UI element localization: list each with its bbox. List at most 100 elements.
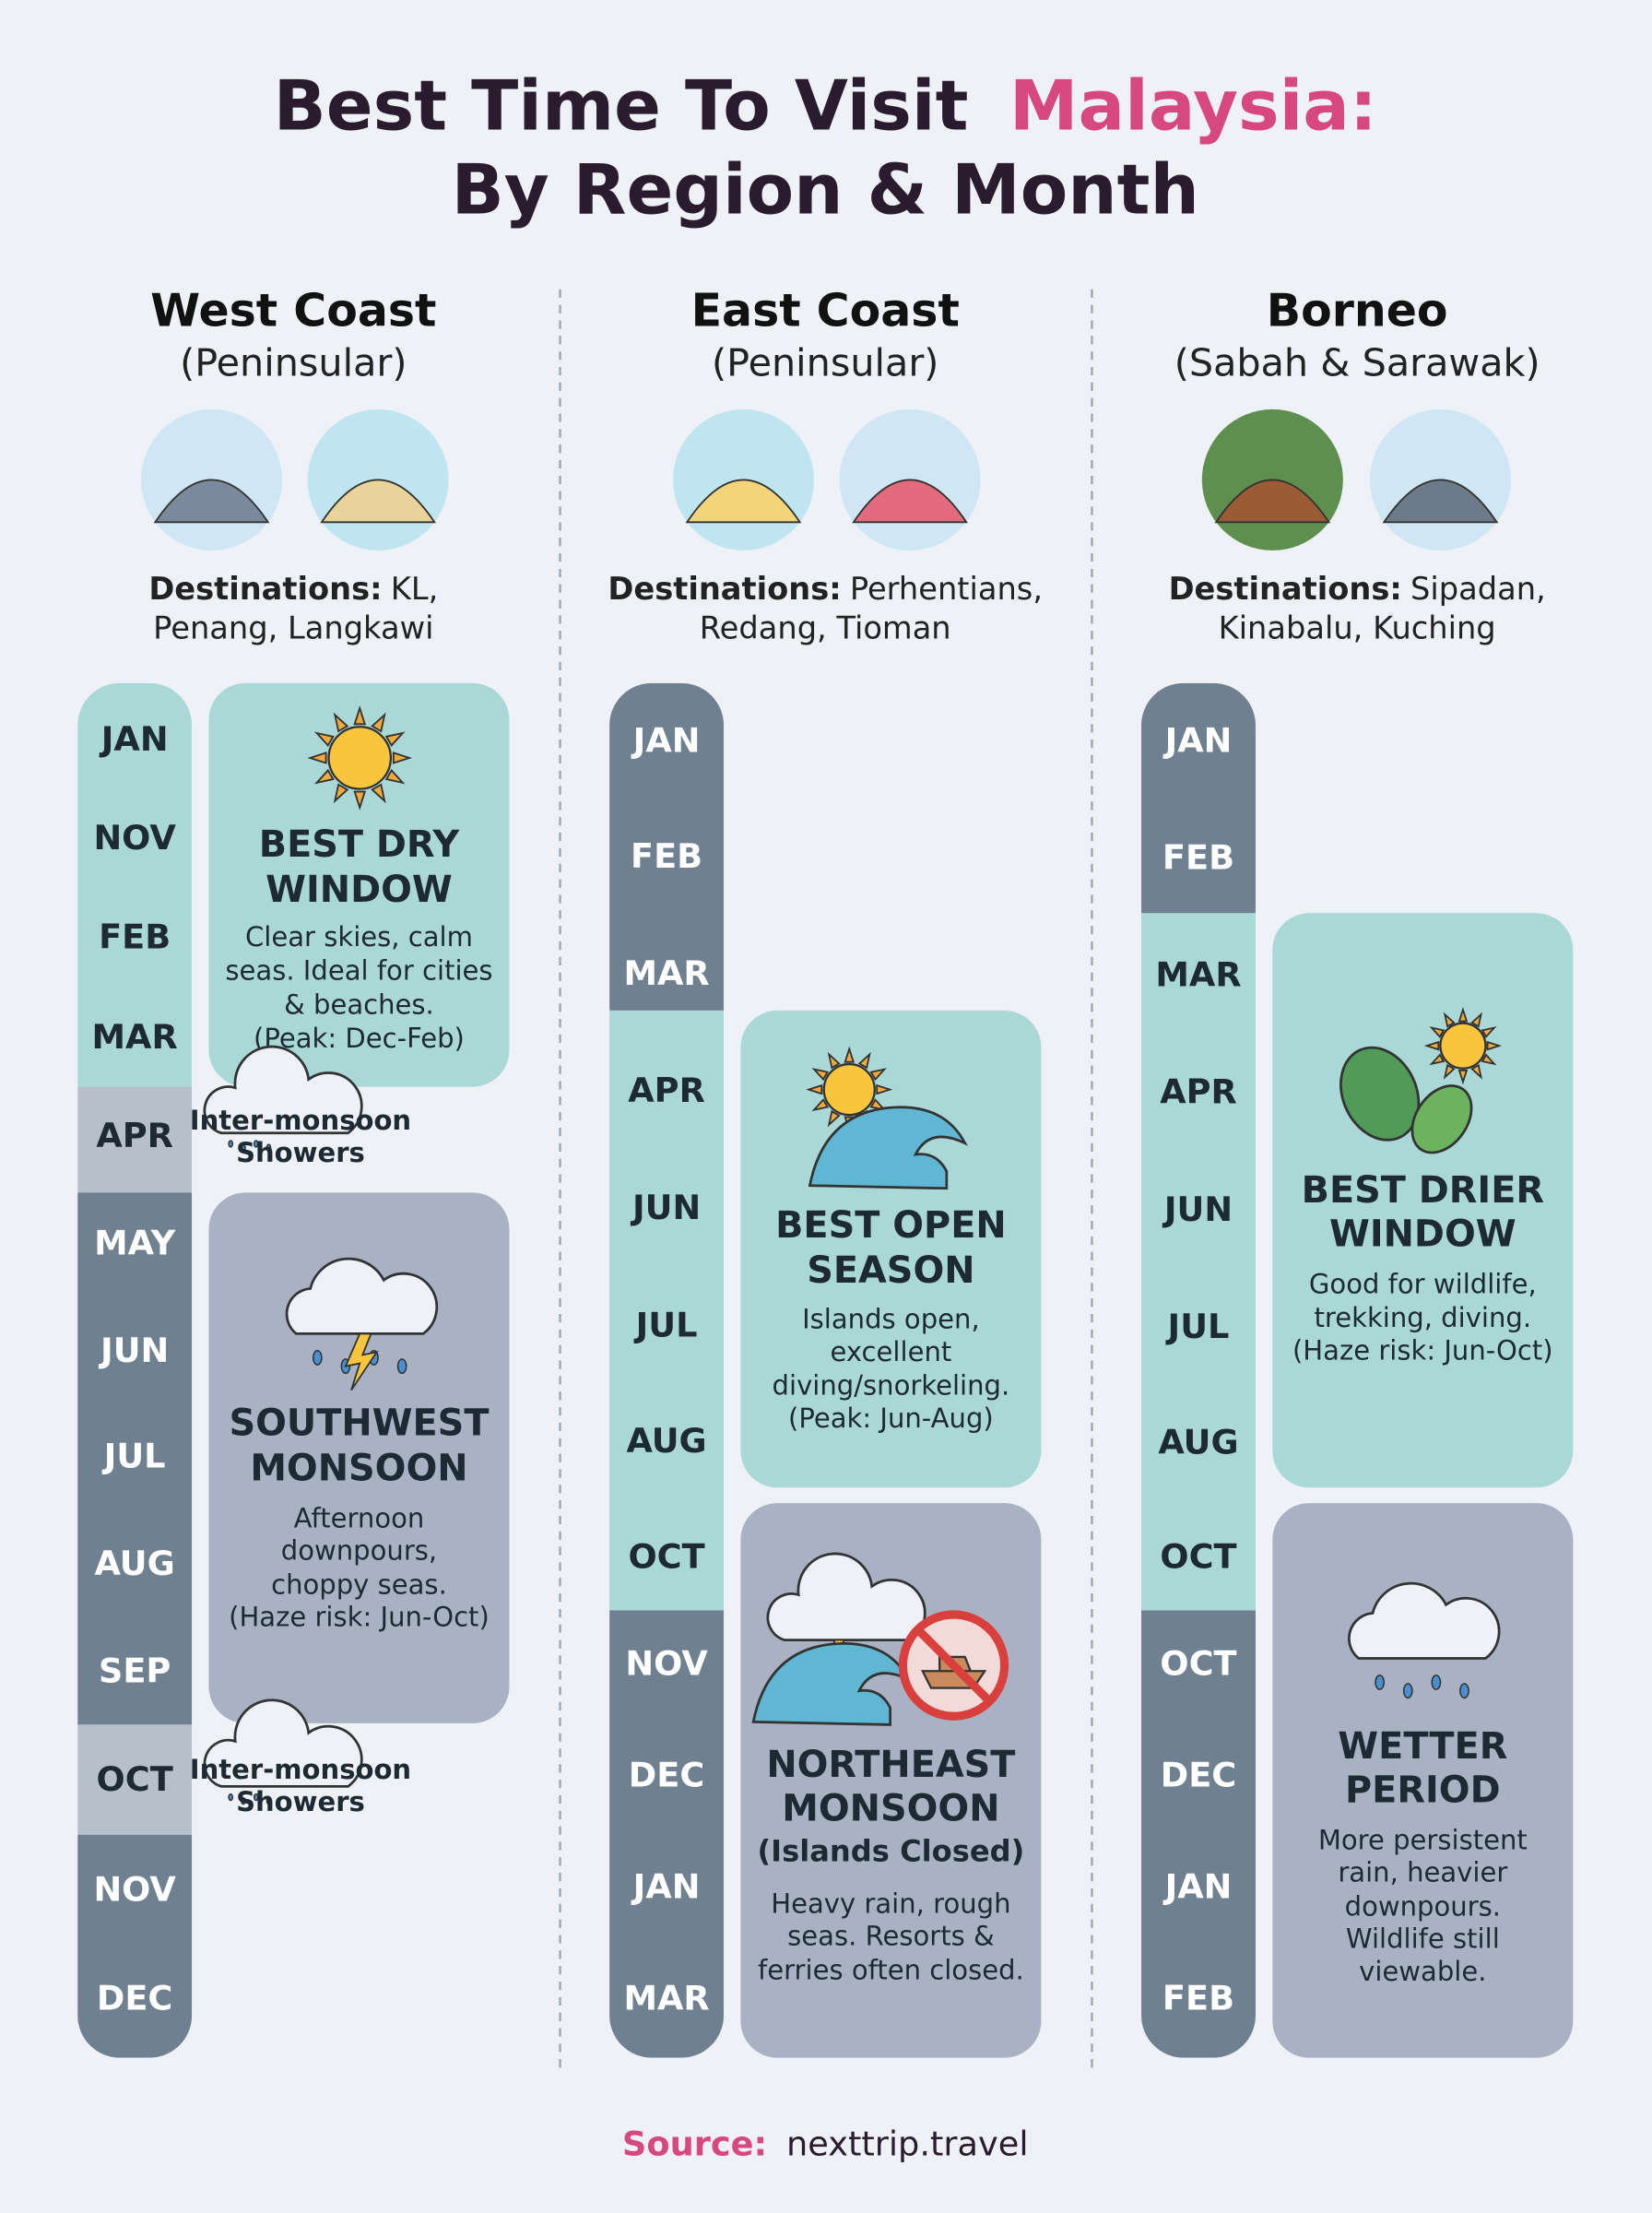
title-lead: Best Time To Visit (274, 65, 969, 146)
period-card (208, 682, 510, 1087)
region-name: West Coast (150, 284, 436, 337)
period-description: Heavy rain, rough (771, 1888, 1010, 1919)
period-description: diving/snorkeling. (773, 1370, 1010, 1402)
no-slash (914, 1627, 992, 1704)
cloud (1348, 1581, 1501, 1660)
month-segment (77, 1192, 193, 1725)
cloud-icon (203, 1045, 363, 1152)
title-line-2: By Region & Month (452, 149, 1199, 231)
month-label: JUN (630, 1188, 701, 1227)
sun-icon (307, 705, 413, 811)
month-label: JAN (99, 719, 169, 759)
raindrop (1459, 1683, 1469, 1699)
badge-scene (320, 479, 437, 524)
leaf-icon (1339, 1046, 1421, 1142)
cloud-icon (203, 1698, 363, 1805)
period-description: seas. Resorts & (787, 1921, 995, 1952)
month-label: OCT (1160, 1644, 1236, 1684)
sun-ray (1423, 1040, 1440, 1051)
month-label: JUN (98, 1331, 169, 1370)
period-card (740, 1010, 1042, 1488)
sun-ray (1457, 1006, 1469, 1023)
month-label: APR (628, 1071, 705, 1110)
lightning (344, 1332, 379, 1391)
month-label: FEB (631, 836, 702, 876)
month-label: MAR (92, 1017, 178, 1057)
cloud (203, 1698, 363, 1788)
month-label: NOV (625, 1644, 708, 1684)
raindrop (312, 1350, 323, 1366)
raindrop (1375, 1675, 1386, 1690)
month-segment (1141, 913, 1256, 1611)
period-title: WINDOW (1329, 1213, 1516, 1255)
destinations: Destinations: Sipadan, (1169, 570, 1546, 606)
sun-ray (1481, 1053, 1497, 1066)
sun-ray (827, 1051, 841, 1070)
source: Source: nexttrip.travel (622, 2124, 1029, 2163)
sun-ray (1429, 1026, 1446, 1038)
note-text: Inter-monsoon (190, 1754, 411, 1785)
period-description: & beaches. (284, 988, 434, 1020)
period-description: downpours. (1345, 1890, 1501, 1922)
month-label: JAN (1162, 721, 1233, 761)
region-subtitle: (Peninsular) (180, 340, 407, 385)
month-segment (77, 1834, 193, 2058)
period-title: PERIOD (1345, 1769, 1501, 1811)
month-label: JAN (631, 1866, 701, 1906)
badge-scene (852, 479, 968, 524)
destinations-label: Destinations: (1169, 570, 1402, 606)
destinations-text: KL, (391, 570, 439, 606)
period-description: (Peak: Jun-Aug) (788, 1402, 994, 1434)
period-description: viewable. (1359, 1956, 1486, 1987)
sun-ray (353, 790, 367, 811)
period-description: choppy seas. (271, 1568, 447, 1600)
sun-ray (811, 1098, 829, 1112)
month-label: JUN (1162, 1189, 1233, 1229)
note-text: Inter-monsoon (190, 1105, 411, 1136)
month-label: NOV (93, 818, 176, 858)
raindrop (1431, 1675, 1442, 1690)
sun-ray (806, 1083, 823, 1095)
destinations-text: Penang, Langkawi (153, 609, 433, 645)
destinations-label: Destinations: (608, 570, 841, 606)
sun-ray (333, 783, 349, 804)
period-title: WETTER (1338, 1725, 1507, 1768)
month-label: DEC (629, 1756, 705, 1795)
destinations: Destinations: KL, (148, 570, 438, 606)
sun-ray (371, 712, 386, 733)
note-text: Showers (236, 1786, 365, 1817)
region-name: Borneo (1267, 284, 1448, 337)
sun-disc (327, 726, 393, 790)
sun-ray (1429, 1053, 1446, 1066)
cloud (203, 1045, 363, 1135)
period-card (208, 1192, 510, 1723)
destinations-label: Destinations: (148, 570, 382, 606)
sun-ray (313, 768, 335, 785)
badge-scene (1382, 479, 1499, 524)
period-description: Good for wildlife, (1309, 1268, 1537, 1299)
sun-ray (827, 1109, 841, 1128)
period-description: Afternoon (294, 1502, 425, 1533)
month-label: FEB (1162, 1978, 1234, 2018)
leaf-icon (1410, 1084, 1473, 1154)
sun-ray (1486, 1040, 1503, 1051)
period-description: Islands open, (802, 1304, 980, 1335)
month-label: NOV (93, 1870, 176, 1910)
month-segment (609, 1010, 725, 1611)
sun-ray (333, 712, 349, 733)
period-description: trekking, diving. (1315, 1302, 1532, 1333)
month-segment (609, 1610, 725, 2058)
period-description: downpours, (281, 1535, 437, 1567)
month-label: JUL (1165, 1307, 1230, 1346)
month-segment (77, 1086, 193, 1193)
raindrop (228, 1793, 234, 1802)
sun-ray (313, 731, 335, 747)
region-subtitle: (Peninsular) (712, 340, 938, 385)
sun-ray (869, 1068, 888, 1082)
cloud (766, 1552, 926, 1641)
sun-ray (307, 751, 327, 764)
month-label: MAR (623, 1978, 709, 2018)
badge-scene (1214, 479, 1331, 524)
month-label: OCT (97, 1759, 173, 1799)
